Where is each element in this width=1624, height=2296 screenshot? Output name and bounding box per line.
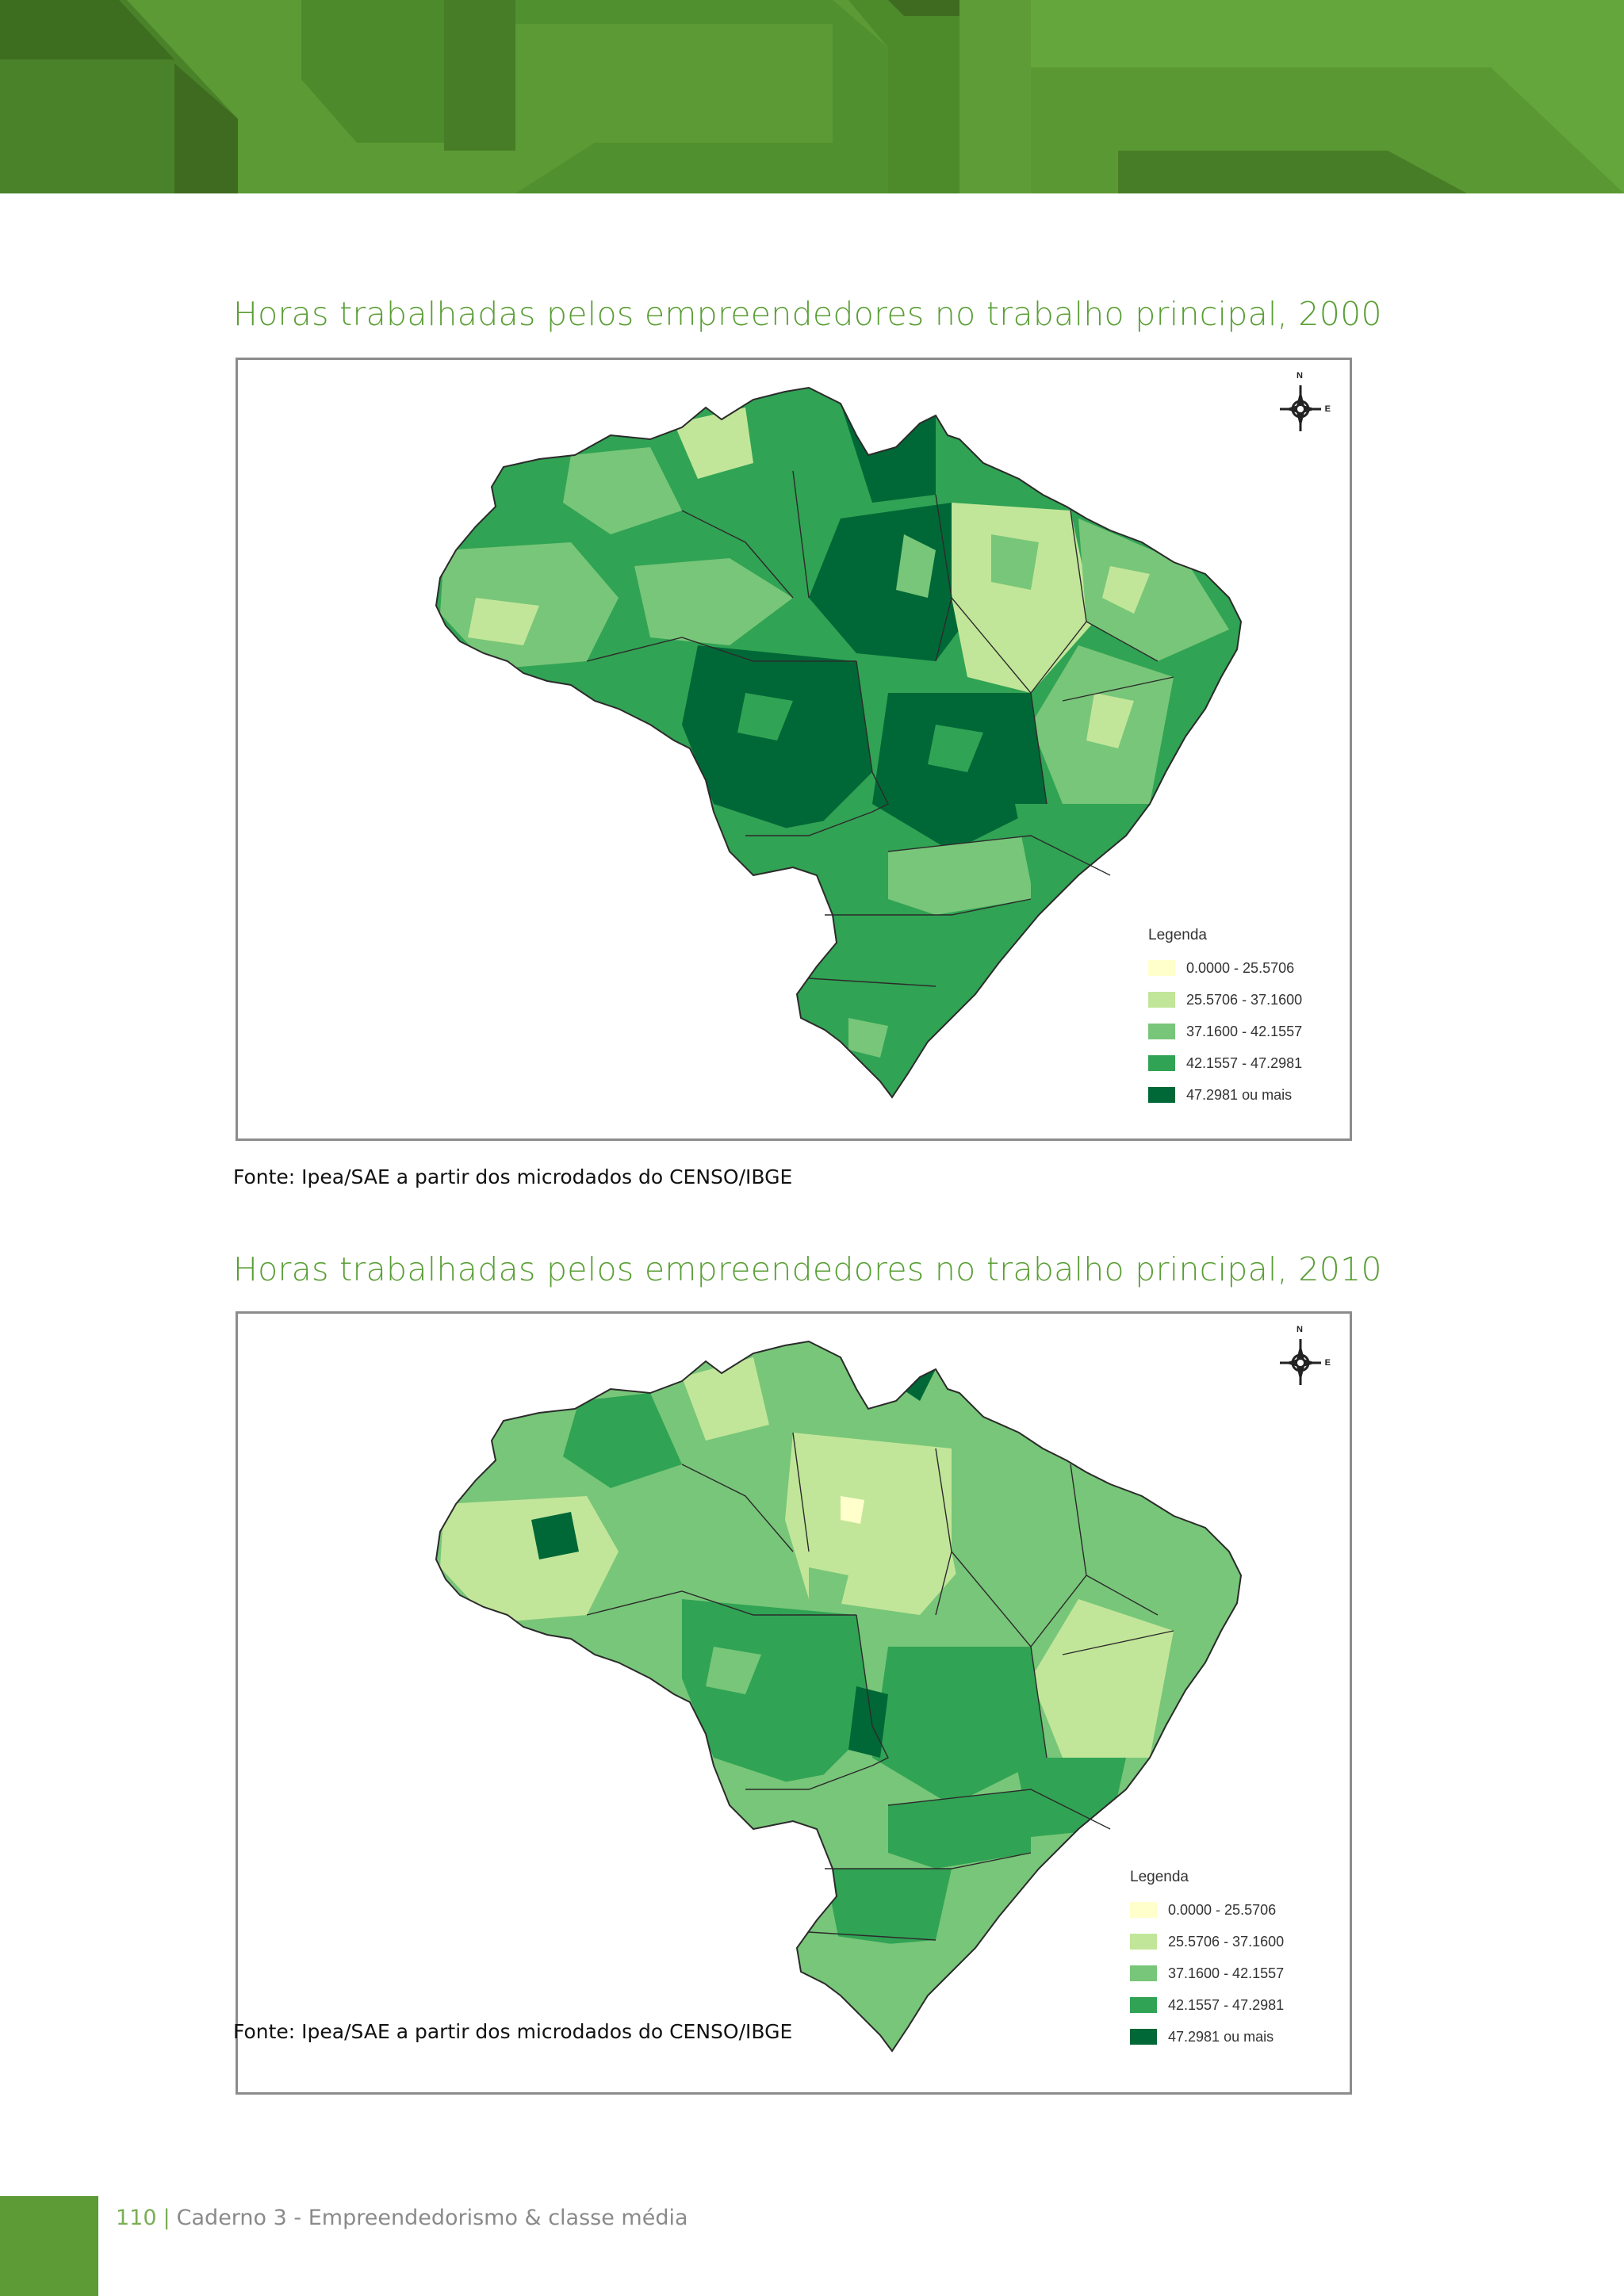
legend-swatch	[1130, 2029, 1157, 2045]
legend-item: 37.1600 - 42.1557	[1130, 1957, 1336, 1989]
legend-label: 42.1557 - 47.2981	[1186, 1054, 1303, 1071]
legend-item: 42.1557 - 47.2981	[1130, 1989, 1336, 2021]
legend-label: 42.1557 - 47.2981	[1168, 1996, 1285, 2013]
map-title-2000: Horas trabalhadas pelos empreendedores n…	[233, 295, 1382, 333]
footer-color-block	[0, 2196, 98, 2296]
map-legend-2000: Legenda 0.0000 - 25.5706 25.5706 - 37.16…	[1148, 927, 1350, 1111]
legend-label: 47.2981 ou mais	[1168, 2028, 1274, 2045]
legend-swatch	[1148, 1055, 1175, 1071]
map-legend-2010: Legenda 0.0000 - 25.5706 25.5706 - 37.16…	[1130, 1869, 1336, 2053]
footer-separator: |	[163, 2206, 170, 2230]
legend-item: 0.0000 - 25.5706	[1130, 1894, 1336, 1926]
legend-label: 37.1600 - 42.1557	[1168, 1965, 1285, 1981]
page-footer: 110 | Caderno 3 - Empreendedorismo & class…	[116, 2206, 688, 2230]
compass-rose-icon	[1280, 385, 1321, 431]
legend-title: Legenda	[1148, 927, 1207, 943]
legend-item: 25.5706 - 37.1600	[1148, 984, 1350, 1016]
legend-swatch	[1148, 960, 1175, 976]
legend-swatch	[1130, 1997, 1157, 2013]
legend-swatch	[1148, 992, 1175, 1008]
compass-north-label: N	[1297, 1325, 1303, 1334]
compass-north-label: N	[1297, 371, 1303, 381]
legend-label: 47.2981 ou mais	[1186, 1086, 1293, 1103]
legend-swatch	[1130, 1965, 1157, 1981]
legend-label: 0.0000 - 25.5706	[1186, 959, 1295, 976]
compass-east-label: E	[1324, 1358, 1331, 1368]
legend-swatch	[1130, 1934, 1157, 1950]
legend-label: 0.0000 - 25.5706	[1168, 1901, 1277, 1918]
map-frame-2000: N E Legenda 0.0000 - 25.5706 25.5706 - 3…	[236, 358, 1352, 1141]
legend-item: 42.1557 - 47.2981	[1148, 1047, 1350, 1079]
publication-name: Caderno 3 - Empreendedorismo & classe mé…	[176, 2206, 688, 2230]
compass-rose-icon	[1280, 1339, 1321, 1385]
header-banner	[0, 0, 1624, 193]
map-title-2010: Horas trabalhadas pelos empreendedores n…	[233, 1250, 1382, 1288]
legend-swatch	[1130, 1902, 1157, 1918]
legend-item: 47.2981 ou mais	[1148, 1079, 1350, 1111]
page-number: 110	[116, 2206, 157, 2230]
compass-east-label: E	[1324, 404, 1331, 414]
legend-label: 25.5706 - 37.1600	[1186, 991, 1303, 1008]
legend-label: 25.5706 - 37.1600	[1168, 1933, 1285, 1950]
legend-title: Legenda	[1130, 1869, 1189, 1885]
legend-item: 47.2981 ou mais	[1130, 2021, 1336, 2053]
map-frame-2010: N E Legenda 0.0000 - 25.5706 25.5706 - 3…	[236, 1311, 1352, 2095]
source-note-2000: Fonte: Ipea/SAE a partir dos microdados …	[233, 1165, 793, 1188]
choropleth-map-2010	[435, 1340, 1243, 2053]
source-note-2010: Fonte: Ipea/SAE a partir dos microdados …	[233, 2020, 793, 2043]
legend-item: 25.5706 - 37.1600	[1130, 1926, 1336, 1957]
legend-item: 37.1600 - 42.1557	[1148, 1016, 1350, 1047]
legend-item: 0.0000 - 25.5706	[1148, 952, 1350, 984]
legend-swatch	[1148, 1087, 1175, 1103]
choropleth-map-2000	[435, 386, 1243, 1099]
legend-label: 37.1600 - 42.1557	[1186, 1023, 1303, 1039]
legend-swatch	[1148, 1024, 1175, 1039]
